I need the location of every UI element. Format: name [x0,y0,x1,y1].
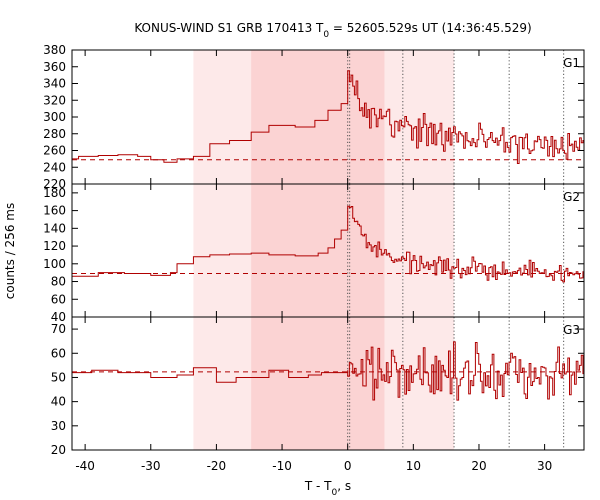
y-tick-label: 180 [43,186,66,200]
y-tick-label: 320 [43,93,66,107]
x-tick-label: -40 [75,459,95,473]
x-tick-labels: -40 -30 -20 -10 0 10 20 30 [75,459,552,473]
y-tick-label: 280 [43,127,66,141]
x-tick-label: 20 [471,459,486,473]
panel-g1: 220 240 260 280 300 320 340 360 380 G1 [43,43,585,191]
y-tick-label: 160 [43,204,66,218]
y-tick-label: 120 [43,239,66,253]
panel-label-g1: G1 [563,56,580,70]
y-tick-label: 60 [51,292,66,306]
panel-g3: 20 30 40 50 60 70 G3 [51,316,585,457]
panels-group: 220 240 260 280 300 320 340 360 380 G1 40 60 80 100 12… [43,43,585,457]
x-tick-label: 0 [344,459,352,473]
x-tick-label: 10 [406,459,421,473]
panel-g2: 40 60 80 100 120 140 160 180 G2 [43,183,585,324]
y-tick-label: 40 [51,310,66,324]
y-tick-label: 140 [43,221,66,235]
shaded-interval-2 [251,184,385,317]
y-tick-label: 70 [51,322,66,336]
chart-title: KONUS-WIND S1 GRB 170413 T0 = 52605.529s… [134,21,531,40]
y-tick-label: 380 [43,43,66,57]
light-curve-g1 [72,70,584,165]
x-axis-label: T - T0, s [304,479,351,498]
panel-label-g2: G2 [563,190,580,204]
y-tick-label: 240 [43,160,66,174]
light-curve-g2 [72,205,584,283]
y-tick-label: 50 [51,370,66,384]
x-tick-label: 30 [537,459,552,473]
x-tick-label: -20 [207,459,227,473]
y-tick-label: 30 [51,419,66,433]
y-tick-label: 40 [51,395,66,409]
y-tick-label: 20 [51,443,66,457]
y-axis-label: counts / 256 ms [3,203,17,299]
y-tick-label: 260 [43,144,66,158]
x-tick-label: -10 [272,459,292,473]
shaded-interval-2 [251,317,385,450]
y-tick-label: 60 [51,346,66,360]
y-tick-label: 340 [43,77,66,91]
y-tick-label: 220 [43,177,66,191]
y-tick-label: 360 [43,60,66,74]
light-curve-g3 [72,341,584,401]
y-tick-label: 100 [43,257,66,271]
shaded-interval-2 [251,50,385,184]
panel-label-g3: G3 [563,323,580,337]
x-tick-label: -30 [141,459,161,473]
panel-frame [71,316,585,451]
y-tick-label: 80 [51,275,66,289]
y-tick-label: 300 [43,110,66,124]
